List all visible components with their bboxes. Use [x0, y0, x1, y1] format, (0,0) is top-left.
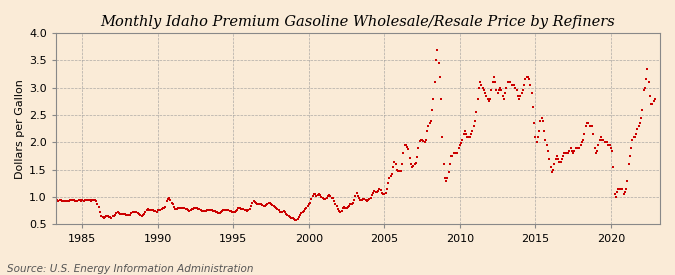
Text: Source: U.S. Energy Information Administration: Source: U.S. Energy Information Administ… [7, 264, 253, 274]
Y-axis label: Dollars per Gallon: Dollars per Gallon [15, 79, 25, 179]
Title: Monthly Idaho Premium Gasoline Wholesale/Resale Price by Refiners: Monthly Idaho Premium Gasoline Wholesale… [101, 15, 616, 29]
